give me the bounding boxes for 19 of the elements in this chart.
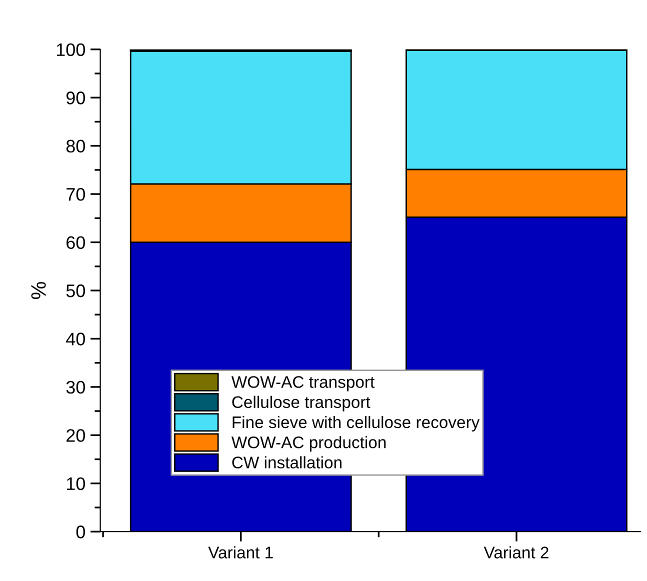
x-tick-label: Variant 1	[208, 546, 273, 558]
y-tick-label: 20	[66, 429, 85, 442]
y-tick-label: 30	[66, 380, 85, 394]
y-tick-label: 0	[76, 526, 85, 538]
legend-label: WOW-AC transport	[231, 376, 375, 392]
y-axis-title: %	[31, 282, 46, 300]
legend-label: Fine sieve with cellulose recovery	[232, 416, 480, 432]
y-tick-label: 70	[66, 188, 85, 201]
y-tick-label: 100	[56, 43, 85, 56]
legend-label: CW installation	[232, 456, 342, 468]
y-tick-label: 50	[66, 284, 85, 298]
x-tick-label: Variant 2	[484, 546, 548, 558]
y-tick-label: 40	[66, 332, 85, 346]
y-tick-label: 60	[66, 236, 85, 249]
legend-label: Cellulose transport	[232, 396, 370, 412]
y-tick-label: 80	[66, 140, 85, 153]
y-tick-label: 90	[66, 92, 85, 104]
y-tick-label: 10	[66, 477, 85, 490]
legend-label: WOW-AC production	[231, 436, 386, 452]
